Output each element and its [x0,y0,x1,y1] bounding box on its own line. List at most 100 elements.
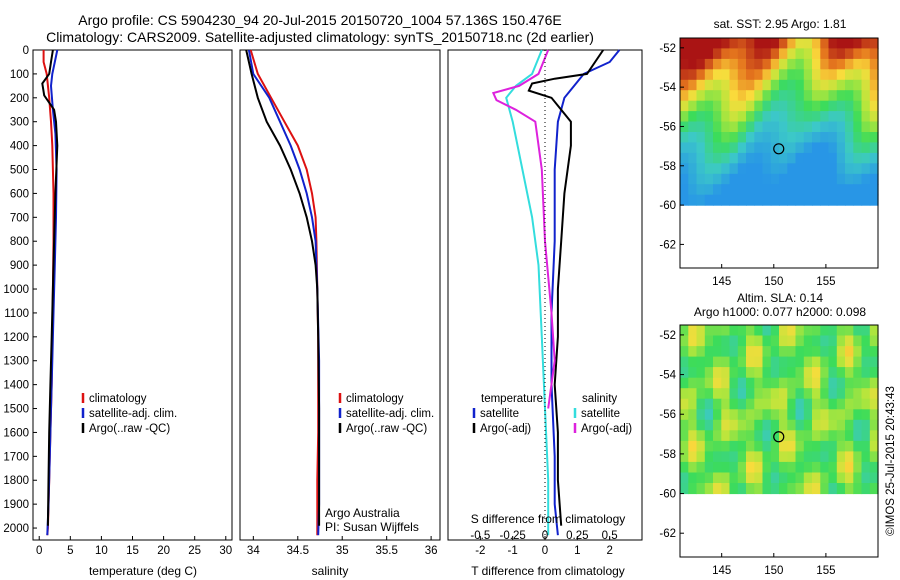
map-cell [729,398,739,410]
map-cell [713,325,722,337]
map-cell [762,483,772,495]
map-cell [688,48,698,60]
map-cell [680,173,689,185]
map-cell [803,142,813,154]
map-cell [729,335,739,347]
map-cell [688,451,698,463]
map-cell [861,483,871,495]
map-cell [680,419,689,431]
map-cell [845,90,854,102]
map-cell [869,388,879,400]
map-cell [721,173,731,185]
map-cell [696,121,706,133]
map-cell [828,335,838,347]
map-cell [836,461,846,473]
map-cell [680,472,689,484]
map-cell [795,142,805,154]
map-cell [713,48,722,60]
map-cell [713,111,722,123]
map-cell [680,398,689,410]
map-cell [704,111,714,123]
map-cell [696,79,706,91]
map-cell [746,111,755,123]
map-cell [696,440,706,452]
map-cell [746,430,755,442]
map-cell [828,184,838,196]
map-cell [713,121,722,133]
map-cell [680,194,689,206]
map-cell [812,335,821,347]
map-cell [836,48,846,60]
map-cell [836,121,846,133]
map-cell [861,142,871,154]
map-cell [869,184,879,196]
map-cell [688,440,698,452]
map-cell [688,388,698,400]
map-cell [853,388,863,400]
map-cell [869,325,879,337]
map-cell [795,79,805,91]
map-cell [729,163,739,175]
map-cell [737,38,747,49]
map-cell [696,38,706,49]
map-cell [845,152,854,164]
map-cell [754,451,764,463]
y-tick-label: 1900 [3,499,29,511]
map-cell [795,194,805,206]
map-cell [779,325,788,337]
map-cell [770,111,780,123]
map-cell [721,419,731,431]
diff-legend-header: salinity [582,393,617,405]
map-cell [803,398,813,410]
map-cell [770,90,780,102]
map-cell [770,163,780,175]
map-cell [737,472,747,484]
map-cell [795,121,805,133]
map-cell [754,388,764,400]
map-cell [737,451,747,463]
map-cell [729,173,739,185]
map-cell [746,335,755,347]
map-cell [704,69,714,81]
map-cell [729,472,739,484]
map-cell [787,356,797,368]
map-cell [737,388,747,400]
map-cell [820,194,830,206]
map-cell [853,440,863,452]
map-cell [828,440,838,452]
map-cell [828,38,838,49]
series-line-temperature-satellite [550,49,621,536]
map-cell [713,430,722,442]
map-cell [820,69,830,81]
map-cell [680,58,689,70]
map-cell [853,48,863,60]
map-cell [869,132,879,143]
map-cell [746,461,755,473]
map-cell [795,409,805,421]
map-cell [861,377,871,389]
map-cell [787,367,797,379]
map-cell [820,163,830,175]
map-cell [729,38,739,49]
map-cell [688,132,698,143]
map-cell [845,325,854,337]
map-y-tick-label: -62 [659,239,676,251]
map-cell [812,163,821,175]
y-tick-label: 700 [10,212,29,224]
map-cell [704,398,714,410]
y-tick-label: 200 [10,93,29,105]
map-y-tick-label: -60 [659,489,676,501]
map-cell [845,472,854,484]
x-tick-label: -1 [508,545,518,557]
map-cell [754,461,764,473]
map-cell [836,346,846,358]
map-cell [836,142,846,154]
map-cell [696,451,706,463]
map-cell [795,335,805,347]
map-cell [853,367,863,379]
map-cell [869,398,879,410]
map-cell [746,79,755,91]
map-cell [795,472,805,484]
map-cell [812,58,821,70]
map-cell [721,325,731,337]
